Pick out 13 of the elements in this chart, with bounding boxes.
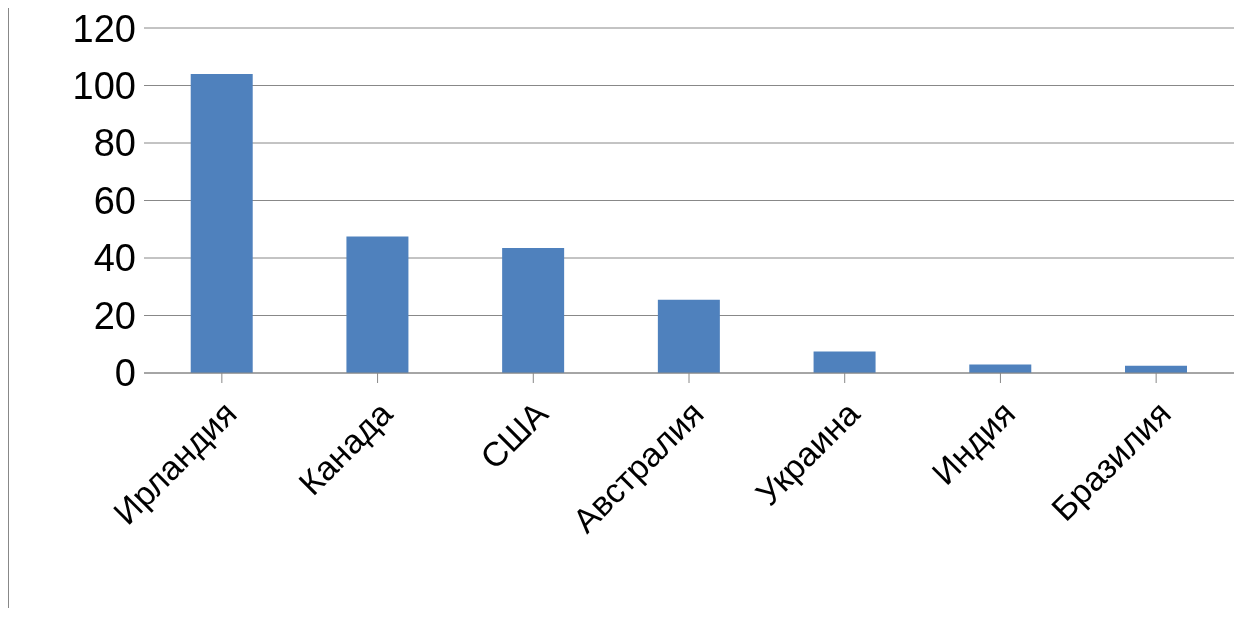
bar (190, 74, 253, 373)
bar (813, 351, 876, 373)
bar (502, 247, 565, 373)
y-tick-label: 40 (93, 237, 136, 280)
bar (969, 364, 1032, 373)
y-tick-label: 0 (114, 352, 136, 395)
y-tick-label: 20 (93, 294, 136, 337)
y-tick-label: 120 (72, 7, 136, 50)
y-tick-label: 100 (72, 64, 136, 107)
bar (657, 299, 720, 373)
bar (346, 236, 409, 373)
y-tick-label: 80 (93, 122, 136, 165)
y-tick-label: 60 (93, 179, 136, 222)
